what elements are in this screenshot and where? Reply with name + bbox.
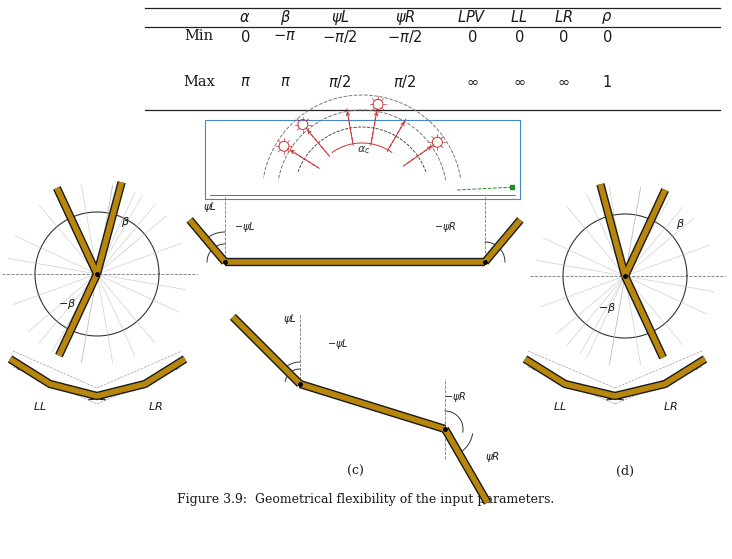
Text: $-\psi R$: $-\psi R$	[434, 220, 456, 234]
Text: $0$: $0$	[240, 29, 250, 45]
Text: $LL$: $LL$	[33, 400, 47, 412]
Text: $-\psi L$: $-\psi L$	[234, 220, 255, 234]
Text: $\pi/2$: $\pi/2$	[329, 73, 351, 91]
Text: $-\psi R$: $-\psi R$	[444, 390, 466, 404]
Text: $-\psi L$: $-\psi L$	[327, 337, 348, 351]
Text: $LR$: $LR$	[553, 10, 572, 26]
Text: $LL$: $LL$	[553, 400, 567, 412]
Text: (d): (d)	[616, 465, 634, 477]
Text: $-\pi/2$: $-\pi/2$	[322, 28, 358, 45]
Text: $-\pi/2$: $-\pi/2$	[387, 28, 422, 45]
Text: $\alpha_c$: $\alpha_c$	[357, 144, 370, 156]
Text: $LL$: $LL$	[510, 10, 528, 26]
Text: Figure 3.9:  Geometrical flexibility of the input parameters.: Figure 3.9: Geometrical flexibility of t…	[177, 492, 555, 505]
Text: $1$: $1$	[602, 74, 612, 90]
Text: $0$: $0$	[558, 29, 568, 45]
Text: $\infty$: $\infty$	[512, 75, 526, 89]
Text: $\beta$: $\beta$	[676, 217, 684, 231]
Text: $\psi L$: $\psi L$	[331, 8, 349, 27]
Text: $-\beta$: $-\beta$	[58, 297, 76, 311]
Text: $\beta$: $\beta$	[121, 215, 130, 229]
Text: $\psi R$: $\psi R$	[485, 450, 501, 464]
Text: $\psi L$: $\psi L$	[203, 200, 217, 214]
Text: $\alpha$: $\alpha$	[239, 11, 251, 25]
Text: $LPV$: $LPV$	[457, 10, 487, 26]
Text: $0$: $0$	[467, 29, 477, 45]
Text: $\pi$: $\pi$	[239, 75, 250, 89]
Text: $\infty$: $\infty$	[466, 75, 478, 89]
Text: $\beta$: $\beta$	[280, 8, 291, 27]
Text: $\rho$: $\rho$	[602, 10, 613, 26]
Text: $0$: $0$	[514, 29, 524, 45]
Text: $\infty$: $\infty$	[557, 75, 569, 89]
Text: $LR$: $LR$	[662, 400, 677, 412]
Text: $0$: $0$	[602, 29, 612, 45]
Text: $-\pi$: $-\pi$	[273, 30, 296, 44]
Text: $\psi R$: $\psi R$	[395, 8, 415, 27]
Text: $\psi L$: $\psi L$	[283, 312, 297, 326]
Text: $\pi$: $\pi$	[280, 75, 291, 89]
Text: $-\beta$: $-\beta$	[598, 301, 616, 315]
Text: $\pi/2$: $\pi/2$	[393, 73, 417, 91]
Text: Min: Min	[184, 30, 214, 44]
Text: $LR$: $LR$	[148, 400, 163, 412]
Text: Max: Max	[183, 75, 215, 89]
Text: (c): (c)	[346, 465, 363, 477]
